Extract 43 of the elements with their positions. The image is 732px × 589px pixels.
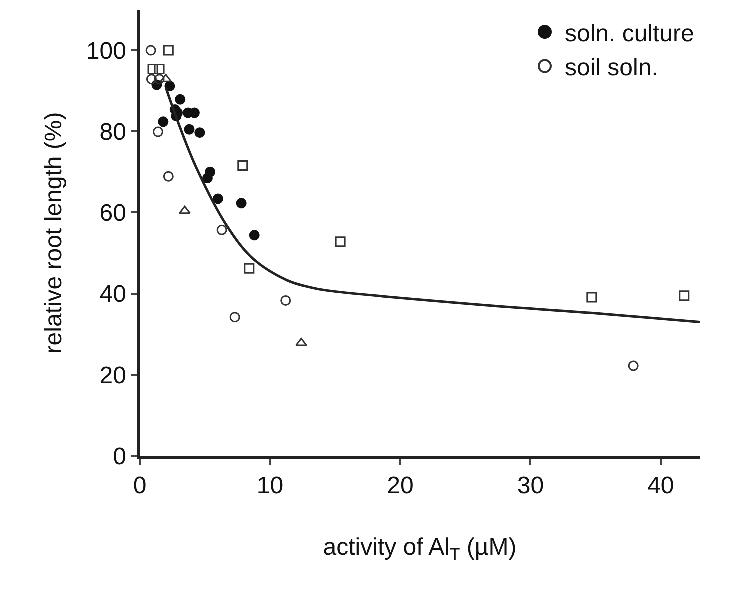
x-tick-label: 20 [387,472,414,500]
point [154,64,165,74]
point [249,230,260,241]
point [679,290,690,302]
point [335,236,346,248]
point [163,171,174,182]
x-tick-label: 40 [648,472,674,500]
point [194,128,206,138]
point [163,45,174,56]
x-axis-title: activity of Al$_{T}$ (µM) [323,534,517,564]
point [158,116,169,128]
y-tick-label: 100 [86,38,126,65]
point [296,338,308,346]
point [216,224,228,236]
point [148,64,158,74]
point [152,126,164,138]
point [178,206,191,214]
point [154,74,165,85]
point [628,360,639,372]
x-tick-label: 0 [133,472,147,500]
point [212,194,224,204]
legend-label: soln. culture [565,20,694,48]
y-tick-label: 80 [100,119,126,146]
point [236,198,247,209]
point [238,160,248,171]
point [175,94,186,105]
x-tick-label: 10 [256,472,284,500]
point [280,295,292,306]
point [146,74,157,85]
point [202,173,213,184]
legend-label: soil soln. [565,54,658,82]
point [586,292,598,303]
y-tick-label: 60 [100,200,126,228]
point [244,263,255,274]
x-tick-label: 30 [517,472,544,500]
point [184,124,195,135]
y-axis-title: relative root length (%) [40,112,68,354]
y-tick-label: 40 [100,281,126,308]
point [230,312,240,323]
point [146,45,156,56]
point [160,74,172,82]
y-tick-label: 0 [113,443,126,470]
y-tick-label: 20 [100,362,126,390]
